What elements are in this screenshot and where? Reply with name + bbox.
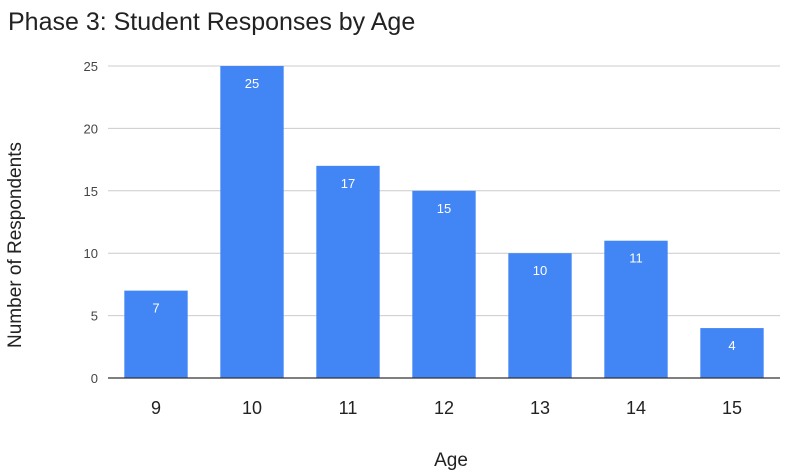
data-label-age-11: 17 <box>341 176 355 191</box>
bar-age-9 <box>124 290 188 378</box>
y-tick-label-5: 5 <box>91 309 98 324</box>
x-tick-label-13: 13 <box>530 398 550 418</box>
data-label-age-9: 7 <box>152 301 159 316</box>
bar-age-12 <box>412 190 476 378</box>
y-tick-label-25: 25 <box>84 59 98 74</box>
chart-title: Phase 3: Student Responses by Age <box>8 8 416 36</box>
x-tick-label-10: 10 <box>242 398 262 418</box>
bar-age-13 <box>508 253 572 378</box>
y-tick-label-15: 15 <box>84 184 98 199</box>
y-tick-label-10: 10 <box>84 246 98 261</box>
data-label-age-10: 25 <box>245 76 259 91</box>
data-label-age-14: 11 <box>629 251 643 266</box>
data-label-age-15: 4 <box>728 338 735 353</box>
data-label-age-12: 15 <box>437 201 451 216</box>
data-label-age-13: 10 <box>533 263 547 278</box>
bar-age-14 <box>604 240 668 378</box>
x-tick-label-9: 9 <box>151 398 161 418</box>
bar-age-15 <box>700 328 764 378</box>
bar-age-11 <box>316 165 380 378</box>
x-tick-label-14: 14 <box>626 398 646 418</box>
x-tick-label-15: 15 <box>722 398 742 418</box>
y-tick-label-20: 20 <box>84 121 98 136</box>
y-tick-label-0: 0 <box>91 371 98 386</box>
x-axis-label: Age <box>434 450 468 471</box>
x-tick-label-12: 12 <box>434 398 454 418</box>
bar-age-10 <box>220 66 284 378</box>
x-tick-label-11: 11 <box>339 398 358 418</box>
